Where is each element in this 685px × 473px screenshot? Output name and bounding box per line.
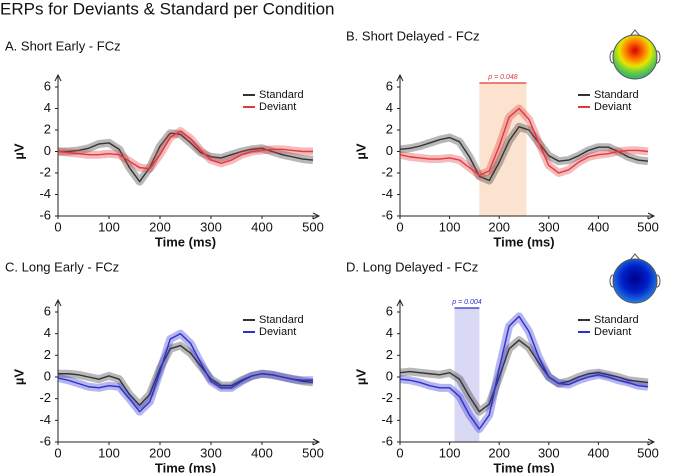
x-tick-label: 0 <box>54 445 61 460</box>
y-axis-label: µV <box>353 143 368 159</box>
panel: C. Long Early - FCz -6 -4 -2 0 2 4 6 0 100 200 300 4… <box>5 259 324 473</box>
legend-label: Deviant <box>594 326 631 338</box>
series-line <box>58 132 314 183</box>
y-tick-label: 2 <box>44 121 51 136</box>
x-tick-label: 100 <box>439 445 461 460</box>
panel: D. Long Delayed - FCz p = 0.004 -6 -4 -2 0 2 4 6… <box>346 259 659 473</box>
y-tick-label: 0 <box>386 143 393 158</box>
y-tick-label: 6 <box>44 78 51 93</box>
y-tick-label: 2 <box>386 347 393 362</box>
x-tick-label: 300 <box>538 445 560 460</box>
panel: A. Short Early - FCz -6 -4 -2 0 2 4 6 0 100 200 300… <box>5 38 324 249</box>
y-tick-label: 6 <box>386 303 393 318</box>
x-tick-label: 200 <box>149 445 171 460</box>
x-tick-label: 300 <box>200 445 222 460</box>
y-tick-label: 6 <box>44 303 51 318</box>
y-tick-label: -6 <box>381 207 393 222</box>
y-tick-label: -4 <box>381 186 393 201</box>
legend-label: Standard <box>594 89 639 101</box>
panel-title: B. Short Delayed - FCz <box>346 28 480 43</box>
x-axis <box>400 212 656 220</box>
x-axis <box>58 438 321 446</box>
series-line <box>399 107 649 176</box>
series-line <box>57 332 313 413</box>
x-tick-label: 500 <box>637 445 659 460</box>
x-tick-label: 500 <box>302 219 324 234</box>
significance-window <box>479 83 527 216</box>
legend-label: Standard <box>259 89 304 101</box>
y-tick-label: 0 <box>386 368 393 383</box>
x-tick-label: 500 <box>302 445 324 460</box>
y-axis-label: µV <box>11 143 26 159</box>
y-tick-label: 4 <box>386 100 393 115</box>
y-tick-label: -6 <box>39 433 51 448</box>
x-axis <box>58 212 321 220</box>
y-tick-label: 2 <box>44 347 51 362</box>
y-axis-label: µV <box>11 369 26 385</box>
x-axis-label: Time (ms) <box>493 460 554 473</box>
y-tick-label: 4 <box>386 325 393 340</box>
x-tick-label: 400 <box>588 445 610 460</box>
x-tick-label: 0 <box>54 219 61 234</box>
series-line <box>57 130 313 170</box>
y-tick-label: 2 <box>386 121 393 136</box>
main-title: ERPs for Deviants & Standard per Conditi… <box>0 0 335 18</box>
y-tick-label: -4 <box>39 412 51 427</box>
y-axis <box>54 73 62 216</box>
y-tick-label: -4 <box>381 412 393 427</box>
x-tick-label: 200 <box>488 219 510 234</box>
topomap <box>609 29 661 80</box>
y-axis-label: µV <box>353 369 368 385</box>
x-tick-label: 100 <box>439 219 461 234</box>
y-tick-label: 0 <box>44 368 51 383</box>
x-axis-label: Time (ms) <box>493 234 554 249</box>
legend-label: Standard <box>259 314 304 326</box>
series-line <box>399 126 649 182</box>
legend-label: Deviant <box>259 326 296 338</box>
y-tick-label: -2 <box>381 164 393 179</box>
y-tick-label: 4 <box>44 100 51 115</box>
panel-title: C. Long Early - FCz <box>5 259 119 274</box>
series-line <box>399 315 649 430</box>
y-tick-label: -2 <box>381 390 393 405</box>
x-tick-label: 100 <box>98 219 120 234</box>
y-tick-label: -2 <box>39 390 51 405</box>
y-tick-label: -2 <box>39 164 51 179</box>
y-tick-label: -6 <box>39 207 51 222</box>
x-tick-label: 400 <box>251 445 273 460</box>
y-tick-label: -4 <box>39 186 51 201</box>
x-tick-label: 0 <box>396 445 403 460</box>
y-tick-label: -6 <box>381 433 393 448</box>
x-tick-label: 400 <box>251 219 273 234</box>
panel: B. Short Delayed - FCz p = 0.048 -6 -4 -2 0 2 4… <box>346 28 659 249</box>
y-axis <box>396 298 404 442</box>
legend-label: Standard <box>594 314 639 326</box>
x-axis-label: Time (ms) <box>155 460 216 473</box>
panel-title: A. Short Early - FCz <box>5 38 121 53</box>
x-axis <box>400 438 656 446</box>
y-tick-label: 6 <box>386 78 393 93</box>
legend-label: Deviant <box>259 101 296 113</box>
series-line <box>399 339 649 413</box>
x-tick-label: 300 <box>200 219 222 234</box>
y-axis <box>396 73 404 216</box>
y-axis <box>54 298 62 442</box>
x-tick-label: 0 <box>396 219 403 234</box>
legend-label: Deviant <box>594 101 631 113</box>
y-tick-label: 4 <box>44 325 51 340</box>
x-tick-label: 300 <box>538 219 560 234</box>
topomap <box>609 253 661 304</box>
x-axis-label: Time (ms) <box>155 234 216 249</box>
x-tick-label: 100 <box>98 445 120 460</box>
significance-label: p = 0.004 <box>451 299 481 306</box>
x-tick-label: 200 <box>488 445 510 460</box>
x-tick-label: 200 <box>149 219 171 234</box>
panel-title: D. Long Delayed - FCz <box>346 259 478 274</box>
y-tick-label: 0 <box>44 143 51 158</box>
significance-window <box>454 308 480 442</box>
x-tick-label: 500 <box>637 219 659 234</box>
significance-label: p = 0.048 <box>487 74 517 81</box>
x-tick-label: 400 <box>588 219 610 234</box>
